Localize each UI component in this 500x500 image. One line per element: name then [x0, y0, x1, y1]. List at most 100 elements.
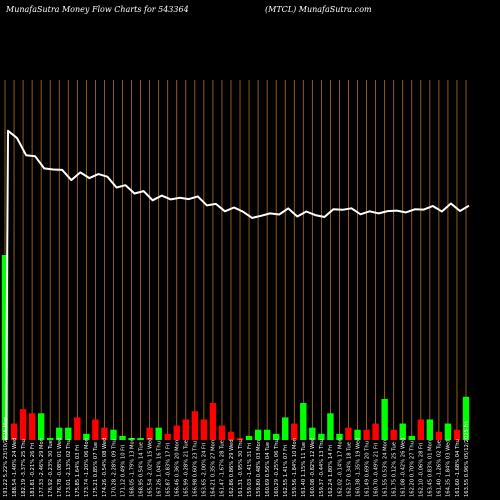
- money-flow-bar: [318, 433, 325, 440]
- header-left-text: MunafaSutra Money Flow Charts for 543364: [6, 5, 189, 14]
- money-flow-bar: [56, 427, 63, 440]
- money-flow-bar: [173, 425, 180, 440]
- x-tick-label: 177.33 -2.46% 29 Mon: [39, 438, 45, 497]
- money-flow-bar: [146, 427, 153, 440]
- money-flow-bar: [381, 398, 388, 440]
- x-tick-label: 161.40 1.15% 11 Tue: [301, 442, 307, 497]
- x-tick-label: 175.21 0.85% 07 Tue: [93, 442, 99, 497]
- x-tick-label: 163.45 0.83% 01 Mon: [428, 440, 434, 497]
- money-flow-bar: [354, 429, 361, 440]
- header-right-text: (MTCL) MunafaSutra.com: [265, 5, 372, 14]
- x-tick-label: 161.75 0.12% 25 Tue: [391, 442, 397, 497]
- x-tick-label: 161.08 -0.42% 26 Wed: [401, 438, 407, 497]
- x-tick-label: 161.31 -0.95% 30 Thu: [238, 439, 244, 497]
- money-flow-bar: [408, 435, 415, 440]
- money-flow-bar: [444, 423, 452, 440]
- x-tick-label: 168.05 -1.79% 13 Mon: [129, 438, 135, 497]
- money-flow-bar: [462, 396, 470, 440]
- x-tick-label: 162.57 0.34% 18 Tue: [346, 442, 352, 497]
- x-tick-label: 182.19 -3.37% 25 Thu: [21, 439, 27, 497]
- money-flow-bar: [245, 435, 253, 440]
- x-tick-label: 162.24 1.80% 14 Fri: [328, 445, 334, 497]
- x-tick-label: 176.78 -0.08% 01 Wed: [57, 438, 63, 497]
- x-tick-label: 188.54 -1.40% 24 Wed: [12, 438, 18, 497]
- money-flow-bar: [426, 419, 434, 440]
- money-flow-bar: [372, 423, 379, 440]
- money-flow-bar: [37, 413, 45, 440]
- money-flow-bar: [10, 423, 18, 440]
- x-tick-label: 162.20 0.70% 27 Thu: [410, 441, 416, 497]
- x-tick-label: 170.28 -2.28% 09 Thu: [111, 439, 117, 497]
- x-tick-label: 161.60 -1.68% 04 Thu: [455, 439, 461, 497]
- x-tick-label: 174.26 -0.54% 08 Wed: [102, 438, 108, 497]
- price-line-layer: [5, 129, 470, 441]
- x-tick-label: 168.95 0.54% 14 Tue: [138, 442, 144, 497]
- x-tick-label: 166.98 0.60% 23 Thu: [193, 441, 199, 497]
- money-flow-bar: [417, 419, 425, 440]
- money-flow-bar: [92, 419, 99, 440]
- price-line: [5, 129, 470, 441]
- x-tick-label: 191.22 5.22% 23/10/2025 Mon: [3, 417, 9, 497]
- money-flow-bar: [19, 409, 27, 440]
- money-flow-bar: [263, 429, 271, 440]
- money-flow-bar: [453, 429, 461, 440]
- money-flow-bar: [327, 413, 334, 440]
- x-tick-label: 171.12 0.49% 10 Fri: [120, 445, 126, 497]
- money-flow-bar: [399, 423, 406, 440]
- x-tick-label: 161.40 -1.26% 02 Tue: [437, 440, 443, 497]
- x-tick-label: 159.37 -0.44% 13 Thu: [319, 439, 325, 497]
- money-flow-bar: [300, 403, 307, 440]
- money-flow-bar: [137, 437, 144, 440]
- money-flow-bar: [28, 413, 36, 440]
- x-tick-label: 166.46 0.36% 20 Mon: [175, 440, 181, 497]
- x-tick-label: 164.35 1.84% 03 Wed: [446, 440, 452, 498]
- x-tick-label: 160.38 -1.35% 19 Wed: [355, 438, 361, 497]
- x-tick-label: 159.80 0.48% 03 Mon: [256, 440, 262, 497]
- x-tick-label: 173.01 -2.13% 02 Thu: [66, 439, 72, 497]
- x-tick-label: 161.55 0.53% 24 Mon: [382, 440, 388, 497]
- money-flow-bar: [282, 417, 289, 440]
- money-flow-bar: [191, 411, 199, 440]
- money-flow-bar: [291, 423, 298, 440]
- x-tick-label: 173.74 -1.20% 06 Mon: [84, 438, 90, 497]
- x-tick-label: 165.87 -0.83% 17 Fri: [166, 443, 172, 497]
- money-flow-bar: [209, 403, 217, 440]
- x-tick-label: 160.08 -0.82% 12 Wed: [310, 438, 316, 497]
- grid-lines: [4, 80, 467, 440]
- money-flow-bar: [345, 427, 352, 440]
- money-flow-bar: [254, 429, 262, 440]
- x-tick-label: 167.26 1.04% 16 Thu: [156, 441, 162, 497]
- money-flow-bar: [363, 429, 370, 440]
- money-flow-bar: [1, 255, 9, 440]
- x-tick-label: 160.29 -0.25% 06 Thu: [274, 439, 280, 497]
- x-tick-label: 160.70 -0.49% 21 Fri: [373, 443, 379, 497]
- x-tick-label: 162.86 0.86% 29 Wed: [229, 440, 235, 498]
- bars: [1, 255, 470, 440]
- x-tick-label: 163.55 0.96% 05/12/2025 Fri: [464, 421, 470, 497]
- money-flow-bar: [128, 437, 135, 440]
- money-flow-bar: [182, 419, 189, 440]
- money-flow-bar: [164, 433, 171, 440]
- x-tick-label: 164.21 0.35% 27 Mon: [211, 440, 217, 497]
- x-tick-label: 163.65 -2.00% 24 Fri: [202, 443, 208, 497]
- money-flow-bar: [46, 437, 54, 440]
- money-flow-bar: [390, 429, 397, 440]
- x-tick-label: 160.69 0.56% 04 Tue: [265, 442, 271, 497]
- money-flow-bar: [119, 435, 126, 440]
- x-tick-label: 162.10 -0.06% 28 Fri: [419, 443, 425, 497]
- money-flow-bar: [218, 425, 226, 440]
- tick-labels: 191.22 5.22% 23/10/2025 Mon 188.54 -1.40%…: [3, 417, 470, 497]
- x-tick-label: 159.56 -1.84% 10 Mon: [292, 438, 298, 497]
- money-flow-bar: [101, 427, 108, 440]
- money-flow-bar: [110, 429, 117, 440]
- x-tick-label: 161.47 -1.67% 28 Tue: [220, 440, 226, 497]
- x-tick-label: 159.03 -1.41% 31 Fri: [247, 443, 253, 497]
- money-flow-bar: [227, 431, 235, 440]
- money-flow-bar: [336, 433, 343, 440]
- money-flow-bar: [309, 427, 316, 440]
- money-flow-bar: [65, 427, 72, 440]
- x-tick-label: 175.85 1.64% 03 Fri: [75, 445, 81, 497]
- money-flow-bar: [435, 431, 443, 440]
- money-flow-bar: [155, 427, 162, 440]
